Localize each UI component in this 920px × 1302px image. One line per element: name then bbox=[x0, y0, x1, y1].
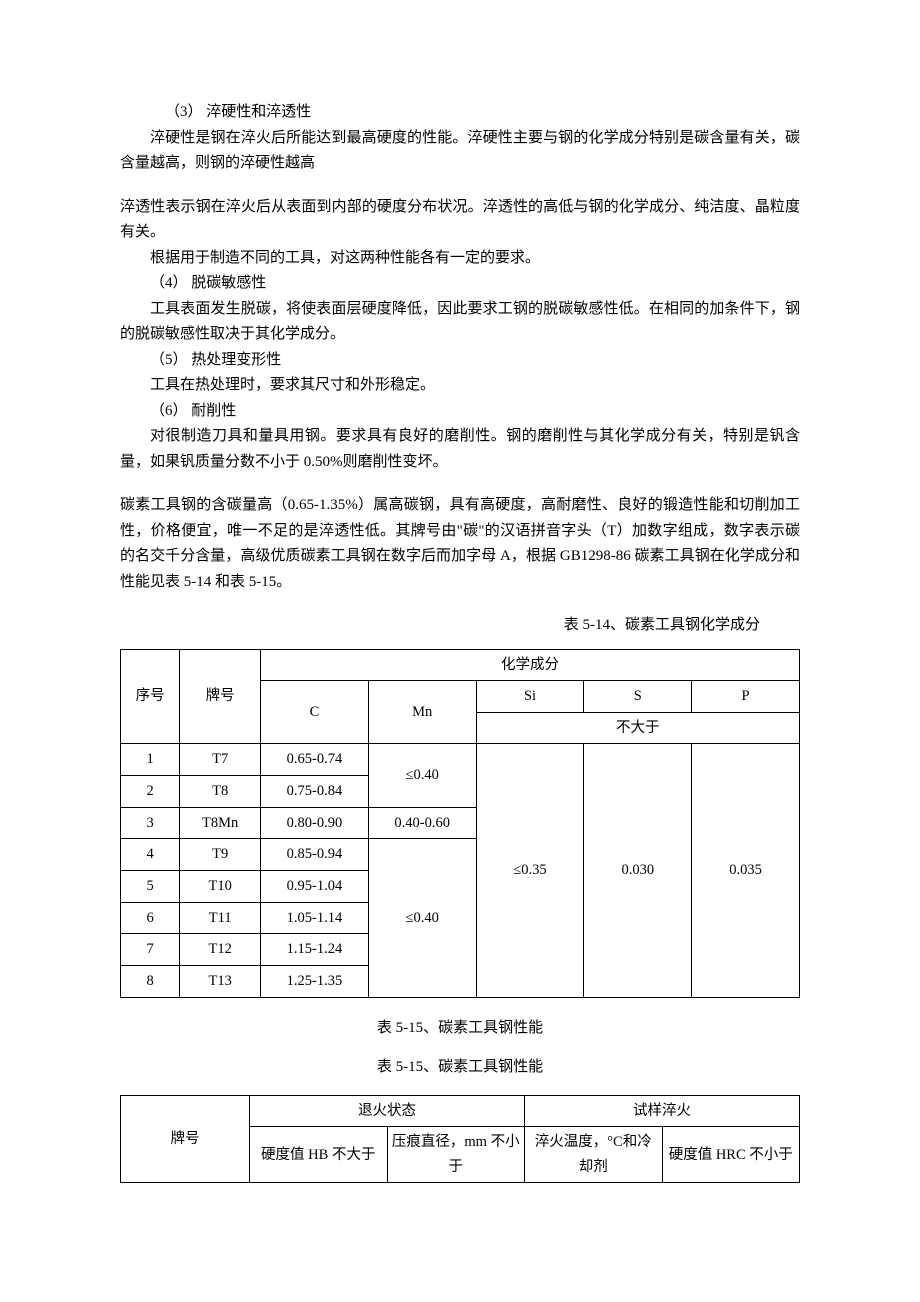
th-seq: 序号 bbox=[121, 649, 180, 744]
table-header-row: 序号 牌号 化学成分 bbox=[121, 649, 800, 681]
cell-seq: 6 bbox=[121, 902, 180, 934]
th-p: P bbox=[692, 681, 800, 713]
table-514: 序号 牌号 化学成分 C Mn Si S P 不大于 1 T7 0.65-0.7… bbox=[120, 649, 800, 998]
cell-grade: T8 bbox=[180, 776, 261, 808]
th-grade: 牌号 bbox=[180, 649, 261, 744]
section-3-title: （3） 淬硬性和淬透性 bbox=[120, 100, 800, 126]
th-s: S bbox=[584, 681, 692, 713]
cell-seq: 5 bbox=[121, 870, 180, 902]
cell-mn: ≤0.40 bbox=[368, 744, 476, 807]
cell-si: ≤0.35 bbox=[476, 744, 584, 997]
cell-c: 0.85-0.94 bbox=[261, 839, 369, 871]
table-row: 1 T7 0.65-0.74 ≤0.40 ≤0.35 0.030 0.035 bbox=[121, 744, 800, 776]
th-si: Si bbox=[476, 681, 584, 713]
cell-seq: 7 bbox=[121, 934, 180, 966]
section-3-body: 淬硬性是钢在淬火后所能达到最高硬度的性能。淬硬性主要与钢的化学成分特别是碳含量有… bbox=[120, 126, 800, 177]
section-3-body3: 根据用于制造不同的工具，对这两种性能各有一定的要求。 bbox=[120, 246, 800, 272]
cell-p: 0.035 bbox=[692, 744, 800, 997]
cell-grade: T11 bbox=[180, 902, 261, 934]
section-4-title: （4） 脱碳敏感性 bbox=[120, 271, 800, 297]
cell-c: 0.80-0.90 bbox=[261, 807, 369, 839]
cell-grade: T8Mn bbox=[180, 807, 261, 839]
th-quench: 试样淬火 bbox=[525, 1095, 800, 1127]
cell-grade: T7 bbox=[180, 744, 261, 776]
cell-seq: 8 bbox=[121, 965, 180, 997]
cell-seq: 4 bbox=[121, 839, 180, 871]
cell-seq: 1 bbox=[121, 744, 180, 776]
th-grade: 牌号 bbox=[121, 1095, 250, 1183]
cell-grade: T9 bbox=[180, 839, 261, 871]
section-6-title: （6） 耐削性 bbox=[120, 399, 800, 425]
table-header-row: 牌号 退火状态 试样淬火 bbox=[121, 1095, 800, 1127]
table-515-caption-repeat: 表 5-15、碳素工具钢性能 bbox=[120, 1055, 800, 1081]
table-514-caption: 表 5-14、碳素工具钢化学成分 bbox=[120, 613, 800, 639]
th-indent: 压痕直径，mm 不小于 bbox=[387, 1127, 525, 1183]
cell-c: 0.95-1.04 bbox=[261, 870, 369, 902]
table-515: 牌号 退火状态 试样淬火 硬度值 HB 不大于 压痕直径，mm 不小于 淬火温度… bbox=[120, 1095, 800, 1184]
th-max: 不大于 bbox=[476, 712, 799, 744]
section-5-title: （5） 热处理变形性 bbox=[120, 348, 800, 374]
cell-seq: 2 bbox=[121, 776, 180, 808]
section-6-body: 对很制造刀具和量具用钢。要求具有良好的磨削性。钢的磨削性与其化学成分有关，特别是… bbox=[120, 424, 800, 475]
th-chem: 化学成分 bbox=[261, 649, 800, 681]
th-c: C bbox=[261, 681, 369, 744]
cell-grade: T12 bbox=[180, 934, 261, 966]
section-5-body: 工具在热处理时，要求其尺寸和外形稳定。 bbox=[120, 373, 800, 399]
section-3-body2: 淬透性表示钢在淬火后从表面到内部的硬度分布状况。淬透性的高低与钢的化学成分、纯洁… bbox=[120, 195, 800, 246]
th-temp: 淬火温度，°C和冷却剂 bbox=[525, 1127, 663, 1183]
section-4-body: 工具表面发生脱碳，将使表面层硬度降低，因此要求工钢的脱碳敏感性低。在相同的加条件… bbox=[120, 297, 800, 348]
table-515-caption: 表 5-15、碳素工具钢性能 bbox=[120, 1016, 800, 1042]
cell-c: 0.75-0.84 bbox=[261, 776, 369, 808]
cell-mn: ≤0.40 bbox=[368, 839, 476, 997]
cell-c: 1.25-1.35 bbox=[261, 965, 369, 997]
th-hb: 硬度值 HB 不大于 bbox=[250, 1127, 388, 1183]
cell-s: 0.030 bbox=[584, 744, 692, 997]
th-mn: Mn bbox=[368, 681, 476, 744]
th-anneal: 退火状态 bbox=[250, 1095, 525, 1127]
cell-mn: 0.40-0.60 bbox=[368, 807, 476, 839]
cell-c: 1.15-1.24 bbox=[261, 934, 369, 966]
cell-c: 1.05-1.14 bbox=[261, 902, 369, 934]
cell-grade: T13 bbox=[180, 965, 261, 997]
cell-seq: 3 bbox=[121, 807, 180, 839]
th-hrc: 硬度值 HRC 不小于 bbox=[662, 1127, 800, 1183]
carbon-tool-steel-intro: 碳素工具钢的含碳量高（0.65-1.35%）属高碳钢，具有高硬度，高耐磨性、良好… bbox=[120, 493, 800, 595]
cell-grade: T10 bbox=[180, 870, 261, 902]
cell-c: 0.65-0.74 bbox=[261, 744, 369, 776]
